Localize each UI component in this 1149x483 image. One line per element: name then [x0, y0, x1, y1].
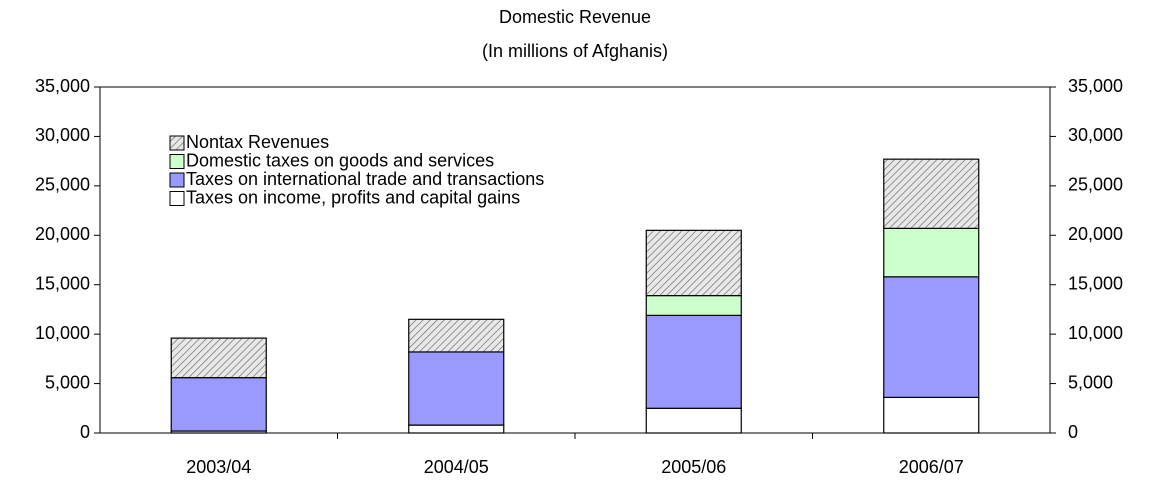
- y2-tick-label: 20,000: [1068, 224, 1123, 244]
- bar-segment: [408, 351, 505, 426]
- y-tick-label: 30,000: [35, 125, 90, 145]
- y-tick-label: 35,000: [35, 76, 90, 96]
- y-tick-label: 5,000: [45, 372, 90, 392]
- y2-tick-label: 0: [1068, 422, 1078, 442]
- y2-tick-label: 25,000: [1068, 175, 1123, 195]
- chart-subtitle: (In millions of Afghanis): [482, 41, 668, 61]
- x-tick-label: 2005/06: [661, 457, 726, 477]
- bar-segment: [883, 227, 980, 278]
- legend-label: Domestic taxes on goods and services: [186, 150, 494, 170]
- x-tick-label: 2003/04: [186, 457, 251, 477]
- y-tick-label: 20,000: [35, 224, 90, 244]
- x-tick-label: 2004/05: [424, 457, 489, 477]
- bar-segment: [883, 396, 980, 434]
- x-tick-label: 2006/07: [899, 457, 964, 477]
- y2-tick-label: 10,000: [1068, 323, 1123, 343]
- y2-tick-label: 5,000: [1068, 372, 1113, 392]
- y2-tick-label: 15,000: [1068, 273, 1123, 293]
- y2-tick-label: 30,000: [1068, 125, 1123, 145]
- legend-label: Taxes on international trade and transac…: [186, 169, 544, 189]
- y-tick-label: 15,000: [35, 273, 90, 293]
- bar-segment: [170, 337, 267, 379]
- legend-label: Taxes on income, profits and capital gai…: [186, 187, 520, 207]
- legend-label: Nontax Revenues: [186, 132, 329, 152]
- y-tick-label: 25,000: [35, 175, 90, 195]
- y-tick-label: 10,000: [35, 323, 90, 343]
- bar-segment: [645, 314, 742, 409]
- y2-tick-label: 35,000: [1068, 76, 1123, 96]
- bar-segment: [883, 158, 980, 229]
- y-tick-label: 0: [80, 422, 90, 442]
- bar-segment: [408, 318, 505, 353]
- legend-swatch: [169, 172, 185, 188]
- bar-segment: [645, 294, 742, 316]
- legend-swatch: [169, 191, 185, 206]
- bar-segment: [883, 276, 980, 399]
- legend-swatch: [169, 154, 185, 169]
- bar-segment: [645, 407, 742, 434]
- legend-swatch: [169, 135, 185, 151]
- bar-segment: [170, 377, 267, 432]
- bar-segment: [408, 424, 505, 434]
- chart-title: Domestic Revenue: [499, 7, 651, 27]
- bar-segment: [645, 229, 742, 297]
